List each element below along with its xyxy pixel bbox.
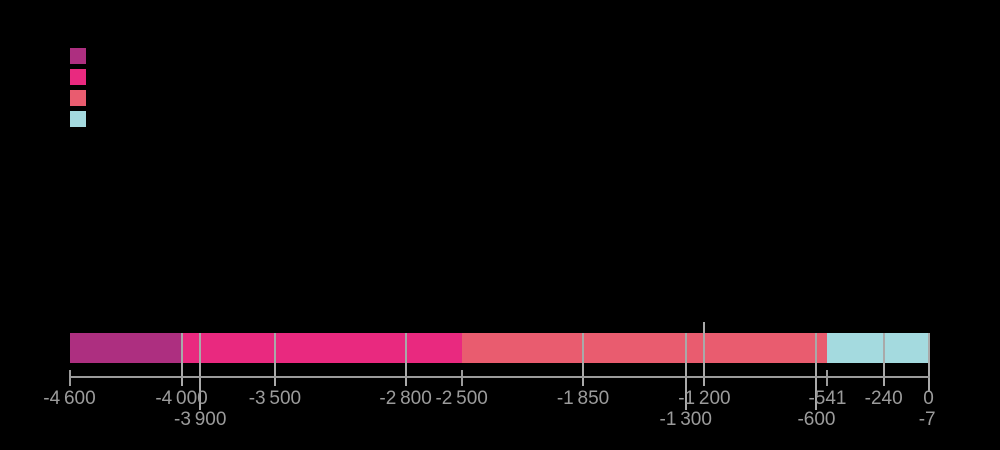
axis-tick-label: -3 900 (174, 409, 227, 430)
axis-tick-label: -2 800 (379, 388, 432, 409)
axis-tick-label: -1 300 (659, 409, 712, 430)
axis-tick (404, 333, 407, 386)
axis-tick (273, 333, 276, 386)
axis-tick (684, 333, 687, 410)
legend-swatch-2 (70, 69, 86, 85)
axis-tick (180, 333, 183, 386)
axis-tick (927, 333, 930, 392)
x-axis-line (69, 376, 930, 378)
axis-tick (882, 333, 885, 386)
axis-tick (68, 370, 71, 386)
axis-tick (815, 333, 818, 410)
axis-tick-label: -600 (797, 409, 836, 430)
axis-tick (826, 370, 829, 386)
axis-tick-label: -3 500 (248, 388, 302, 409)
axis-tick-label: -240 (864, 388, 903, 409)
legend-swatch-4 (70, 111, 86, 127)
axis-tick (582, 333, 585, 386)
axis-tick-label: -2 500 (435, 388, 488, 409)
axis-tick (703, 322, 706, 386)
axis-tick-label: -541 (808, 388, 847, 409)
axis-tick (199, 333, 202, 410)
axis-tick-label: -1 850 (556, 388, 610, 409)
legend-swatch-3 (70, 90, 86, 106)
timeline-segment-1 (69, 333, 182, 363)
timeline-segment-4 (827, 333, 929, 363)
timeline-segment-2 (181, 333, 462, 363)
legend-swatch-1 (70, 48, 86, 64)
axis-tick-label: -1 200 (678, 388, 731, 409)
axis-tick-label: 0 (923, 388, 934, 409)
axis-tick-label: -4 000 (155, 388, 208, 409)
axis-tick-label: -4 600 (43, 388, 96, 409)
timeline-segment-3 (461, 333, 828, 363)
axis-tick-label: -7 (918, 409, 936, 430)
axis-tick (460, 370, 463, 386)
